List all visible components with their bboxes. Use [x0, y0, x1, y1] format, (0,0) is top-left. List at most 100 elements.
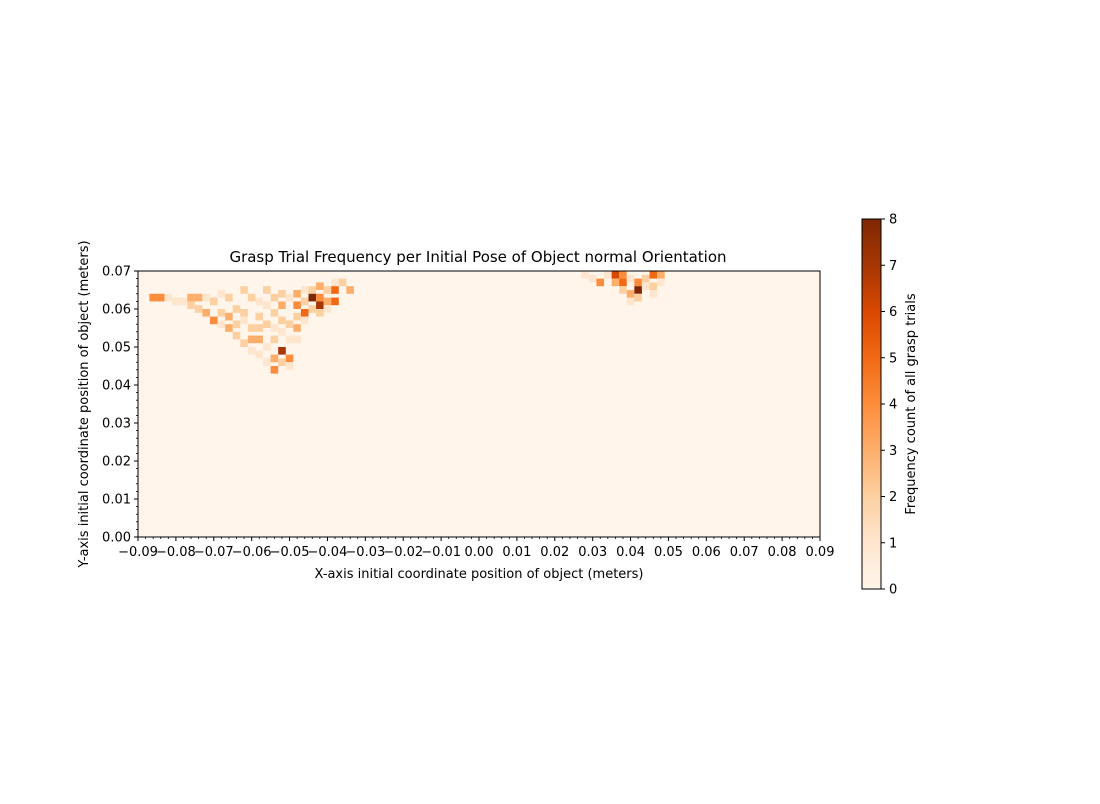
- heatmap-cell: [270, 324, 279, 332]
- heatmap-cell: [285, 320, 294, 328]
- heatmap-cell: [247, 293, 256, 302]
- heatmap-cell: [225, 293, 233, 302]
- heatmap-cell: [293, 290, 301, 298]
- heatmap-cell: [308, 305, 317, 313]
- y-tick-label: 0.02: [102, 455, 131, 470]
- x-tick-label: 0.03: [578, 545, 607, 560]
- heatmap-cell: [293, 335, 301, 344]
- x-tick-label: 0.07: [730, 545, 759, 560]
- x-tick-label: 0.00: [465, 545, 494, 560]
- colorbar: [861, 218, 882, 590]
- heatmap-cell: [657, 278, 665, 287]
- heatmap-cell: [285, 354, 294, 363]
- heatmap-cell: [331, 278, 339, 287]
- x-tick-label: 0.09: [806, 545, 835, 560]
- x-tick-label: −0.01: [421, 545, 461, 560]
- colorbar-tick-label: 0: [889, 583, 897, 598]
- x-tick-label: −0.06: [232, 545, 272, 560]
- colorbar-ticks: 0 1 2 3 4 5 6 7 8: [881, 213, 897, 598]
- colorbar-tick-label: 2: [889, 490, 897, 505]
- heatmap-cell: [285, 293, 294, 302]
- chart-title: Grasp Trial Frequency per Initial Pose o…: [229, 248, 726, 266]
- heatmap-cell: [604, 271, 612, 279]
- heatmap-cell: [270, 293, 279, 302]
- heatmap-cell: [634, 278, 642, 287]
- heatmap-cell: [247, 335, 256, 344]
- heatmap-cell: [619, 286, 627, 294]
- x-tick-label: −0.07: [194, 545, 234, 560]
- heatmap-cell: [232, 331, 241, 340]
- y-axis-ticks: 0.00 0.01 0.02 0.03 0.04 0.05 0.06 0.07: [102, 265, 138, 546]
- heatmap-cell: [308, 293, 317, 302]
- heatmap-cell: [323, 286, 332, 294]
- heatmap-cell: [247, 324, 256, 332]
- heatmap-cell: [331, 286, 339, 294]
- heatmap-cell: [187, 293, 195, 302]
- heatmap-cell: [278, 347, 286, 355]
- colorbar-tick-label: 4: [889, 398, 897, 413]
- heatmap-cell: [285, 362, 294, 370]
- heatmap-cell: [338, 278, 347, 287]
- heatmap-cell: [232, 305, 241, 313]
- y-tick-label: 0.05: [102, 341, 131, 356]
- heatmap-cell: [270, 309, 279, 317]
- heatmap-cell: [293, 312, 301, 321]
- heatmap-cell: [194, 305, 203, 313]
- heatmap-cell: [255, 297, 264, 306]
- heatmap-cell: [323, 305, 332, 313]
- heatmap-cell: [649, 282, 658, 290]
- heatmap-cell: [316, 293, 324, 302]
- colorbar-tick-label: 8: [889, 213, 897, 228]
- y-tick-label: 0.04: [102, 379, 131, 394]
- colorbar-tick-label: 6: [889, 305, 897, 320]
- x-tick-label: −0.02: [383, 545, 423, 560]
- heatmap-cell: [293, 301, 301, 309]
- heatmap-cell: [293, 324, 301, 332]
- heatmap-cell: [255, 335, 264, 344]
- heatmap-cell: [263, 301, 271, 309]
- heatmap-cell: [202, 293, 210, 302]
- heatmap-cell: [300, 309, 309, 317]
- y-axis-label: Y-axis initial coordinate position of ob…: [77, 240, 92, 568]
- x-tick-label: −0.08: [156, 545, 196, 560]
- heatmap-cell: [172, 297, 180, 306]
- colorbar-label: Frequency count of all grasp trials: [904, 293, 919, 514]
- heatmap-cell: [270, 366, 279, 374]
- heatmap-cell: [316, 309, 324, 317]
- heatmap-cell: [278, 301, 286, 309]
- heatmap-cell: [323, 297, 332, 306]
- heatmap-cell: [611, 271, 620, 279]
- heatmap-cell: [308, 286, 317, 294]
- heatmap-cell: [263, 320, 271, 328]
- plot-background: [138, 271, 820, 537]
- heatmap-cell: [588, 274, 597, 283]
- colorbar-tick-label: 3: [889, 444, 897, 459]
- heatmap-cell: [240, 316, 248, 325]
- y-tick-label: 0.07: [102, 265, 131, 280]
- heatmap-cell: [164, 293, 173, 302]
- heatmap-cell: [240, 286, 248, 294]
- heatmap-cell: [300, 297, 309, 306]
- heatmap-cell: [240, 339, 248, 347]
- colorbar-tick-label: 5: [889, 351, 897, 366]
- heatmap-cell: [278, 290, 286, 298]
- colorbar-tick-label: 1: [889, 536, 897, 551]
- x-axis-label: X-axis initial coordinate position of ob…: [315, 567, 644, 582]
- x-tick-label: 0.02: [540, 545, 569, 560]
- heatmap-cell: [611, 278, 620, 287]
- heatmap-cell: [270, 335, 279, 344]
- heatmap-cell: [619, 271, 627, 279]
- heatmap-cell: [649, 271, 658, 279]
- heatmap-cell: [641, 282, 650, 290]
- heatmap-cell: [316, 301, 324, 309]
- heatmap-cell: [263, 343, 271, 351]
- heatmap-cell: [278, 316, 286, 325]
- heatmap-cell: [194, 293, 203, 302]
- x-tick-label: 0.08: [768, 545, 797, 560]
- heatmap-cell: [247, 347, 256, 355]
- heatmap-cell: [202, 309, 210, 317]
- heatmap-cell: [156, 293, 165, 302]
- heatmap-cell: [255, 350, 264, 359]
- heatmap-cell: [634, 286, 642, 294]
